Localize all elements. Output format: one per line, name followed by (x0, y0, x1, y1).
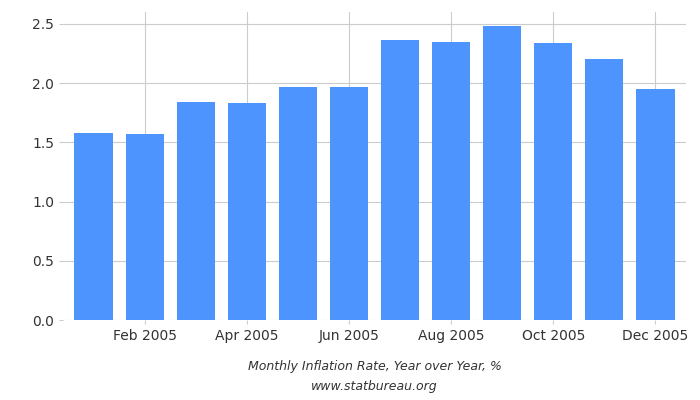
Bar (125, 134, 164, 320)
Bar (74, 133, 113, 320)
Bar (279, 87, 317, 320)
Text: www.statbureau.org: www.statbureau.org (312, 380, 438, 393)
Bar (176, 102, 215, 320)
Bar (330, 87, 368, 320)
Bar (432, 42, 470, 320)
Bar (636, 89, 675, 320)
Bar (483, 26, 522, 320)
Text: Monthly Inflation Rate, Year over Year, %: Monthly Inflation Rate, Year over Year, … (248, 360, 501, 373)
Bar (585, 59, 624, 320)
Bar (534, 43, 573, 320)
Bar (228, 103, 266, 320)
Bar (381, 40, 419, 320)
